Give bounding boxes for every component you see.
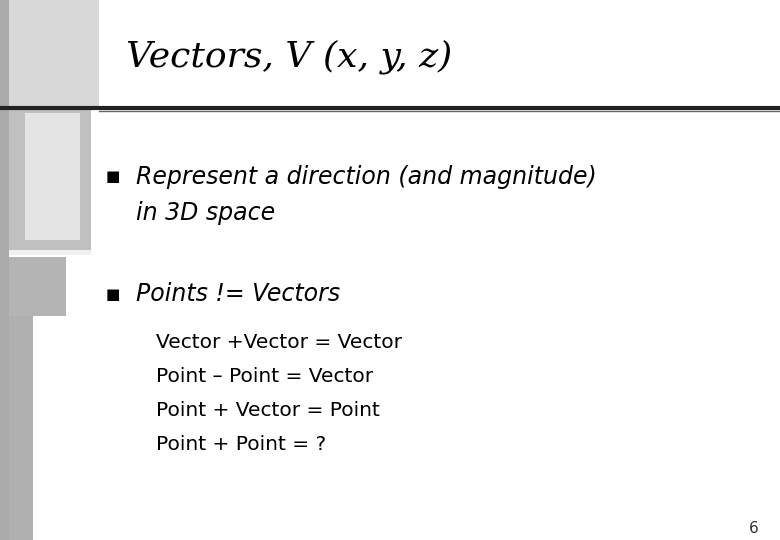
Text: Vectors, V (x, y, z): Vectors, V (x, y, z) bbox=[126, 39, 452, 74]
Text: 6: 6 bbox=[748, 521, 758, 536]
FancyBboxPatch shape bbox=[9, 0, 99, 108]
Text: in 3D space: in 3D space bbox=[136, 201, 275, 225]
Text: Represent a direction (and magnitude): Represent a direction (and magnitude) bbox=[136, 165, 597, 188]
FancyBboxPatch shape bbox=[9, 108, 91, 251]
Text: Point + Vector = Point: Point + Vector = Point bbox=[156, 401, 380, 421]
FancyBboxPatch shape bbox=[0, 0, 9, 540]
Text: ■: ■ bbox=[106, 169, 120, 184]
Text: Vector +Vector = Vector: Vector +Vector = Vector bbox=[156, 333, 402, 353]
FancyBboxPatch shape bbox=[9, 256, 66, 316]
FancyBboxPatch shape bbox=[25, 113, 80, 240]
FancyBboxPatch shape bbox=[9, 250, 91, 255]
Text: Point + Point = ?: Point + Point = ? bbox=[156, 435, 326, 455]
Text: ■: ■ bbox=[106, 287, 120, 302]
Text: Point – Point = Vector: Point – Point = Vector bbox=[156, 367, 373, 387]
Text: Points != Vectors: Points != Vectors bbox=[136, 282, 341, 306]
FancyBboxPatch shape bbox=[9, 316, 33, 540]
